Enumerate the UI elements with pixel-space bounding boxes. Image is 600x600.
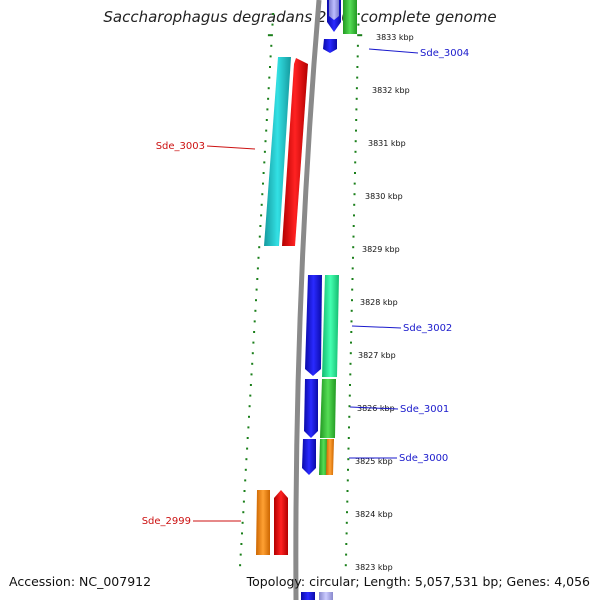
map-title: Saccharophagus degradans 2-40, complete … — [103, 8, 497, 26]
accession-text: Accession: NC_007912 — [9, 574, 152, 589]
kbp-labels: 3833 kbp 3832 kbp 3831 kbp 3830 kbp 3829… — [355, 33, 414, 572]
ticks — [239, 13, 363, 567]
gene-label-sde3004: Sde_3004 — [420, 48, 469, 59]
label-line-sde3003 — [206, 145, 256, 150]
kbp-label: 3827 kbp — [358, 351, 396, 360]
kbp-label: 3833 kbp — [376, 33, 414, 42]
cds-green-sde3001 — [320, 379, 336, 438]
cds-blue-sde3000 — [302, 439, 316, 475]
kbp-label: 3824 kbp — [355, 510, 393, 519]
cds-green-top — [343, 0, 357, 34]
cds-cyan-sde3003 — [264, 57, 291, 246]
label-line-sde3002 — [351, 325, 402, 329]
kbp-label: 3829 kbp — [362, 245, 400, 254]
cds-red-sde3003 — [282, 58, 308, 246]
cds-red-sde2999 — [274, 490, 288, 555]
cds-green-sde3000 — [319, 439, 328, 475]
kbp-label: 3831 kbp — [368, 139, 406, 148]
kbp-label: 3828 kbp — [360, 298, 398, 307]
cds-orange-sde3000 — [326, 439, 334, 475]
cds-spring-sde3002 — [322, 275, 339, 377]
kbp-label: 3832 kbp — [372, 86, 410, 95]
cds-lavender-bottom — [319, 592, 333, 600]
kbp-label: 3825 kbp — [355, 457, 393, 466]
cds-blue-sde3002 — [305, 275, 322, 376]
kbp-label: 3823 kbp — [355, 563, 393, 572]
cds-blue-sde3001 — [304, 379, 318, 438]
genome-info-text: Topology: circular; Length: 5,057,531 bp… — [246, 574, 590, 589]
gene-label-lines — [193, 48, 419, 522]
cds-blue-bottom — [301, 592, 315, 600]
gene-label-sde3000: Sde_3000 — [399, 453, 448, 464]
kbp-label: 3830 kbp — [365, 192, 403, 201]
label-line-sde3001 — [349, 406, 399, 410]
label-line-sde3004 — [368, 48, 419, 54]
cds-features — [256, 0, 357, 600]
gene-label-sde3003: Sde_3003 — [156, 141, 205, 152]
cds-lavender-top — [329, 0, 339, 20]
cds-orange-sde2999 — [256, 490, 270, 555]
genome-backbone — [293, 0, 322, 600]
cds-sde3004 — [323, 39, 337, 53]
gene-label-sde3001: Sde_3001 — [400, 404, 449, 415]
gene-label-sde2999: Sde_2999 — [142, 516, 191, 527]
gene-labels: Sde_3004 Sde_3003 Sde_3002 Sde_3001 Sde_… — [142, 48, 470, 527]
gene-label-sde3002: Sde_3002 — [403, 323, 452, 334]
